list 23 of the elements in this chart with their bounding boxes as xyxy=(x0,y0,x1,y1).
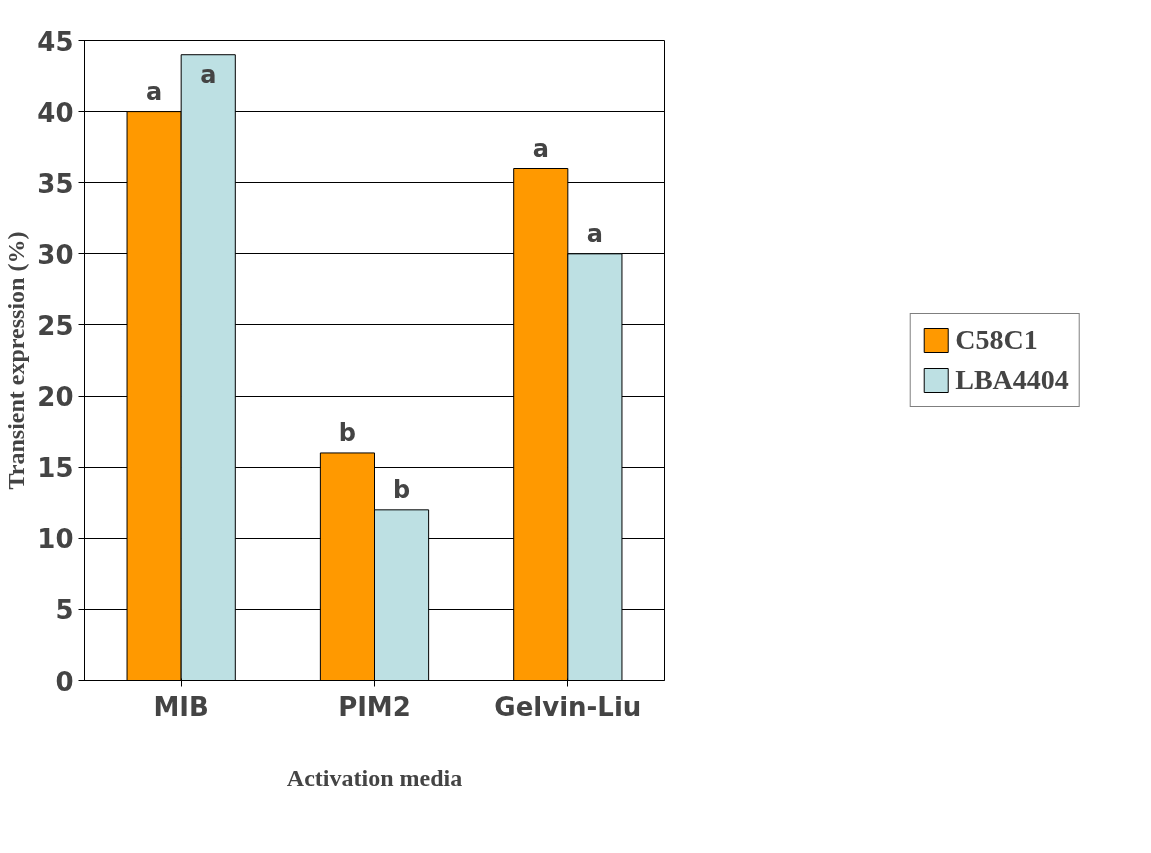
annotation: a xyxy=(532,134,549,163)
y-tick-label: 15 xyxy=(37,453,74,484)
legend-label: LBA4404 xyxy=(955,364,1069,396)
x-axis-title: Activation media xyxy=(286,764,463,791)
y-tick-label: 25 xyxy=(37,310,74,341)
annotation: a xyxy=(586,219,604,248)
y-tick-label: 45 xyxy=(37,26,74,57)
y-tick-label: 10 xyxy=(37,524,74,555)
x-tick-label: PIM2 xyxy=(338,691,411,722)
annotation: a xyxy=(146,77,163,106)
x-tick-label: MIB xyxy=(153,691,209,722)
y-tick-label: 20 xyxy=(37,382,74,413)
y-tick-label: 5 xyxy=(55,595,74,626)
legend-label: C58C1 xyxy=(955,324,1038,356)
y-tick-label: 30 xyxy=(37,239,74,270)
y-tick-label: 40 xyxy=(37,97,74,128)
annotation: a xyxy=(200,60,217,89)
annotation: b xyxy=(392,475,411,504)
y-tick-label: 35 xyxy=(37,168,74,199)
annotation: b xyxy=(338,418,357,447)
y-tick-label: 0 xyxy=(55,666,74,697)
y-axis-title: Transient expression (%) xyxy=(3,231,30,490)
x-tick-label: Gelvin-Liu xyxy=(494,691,642,722)
